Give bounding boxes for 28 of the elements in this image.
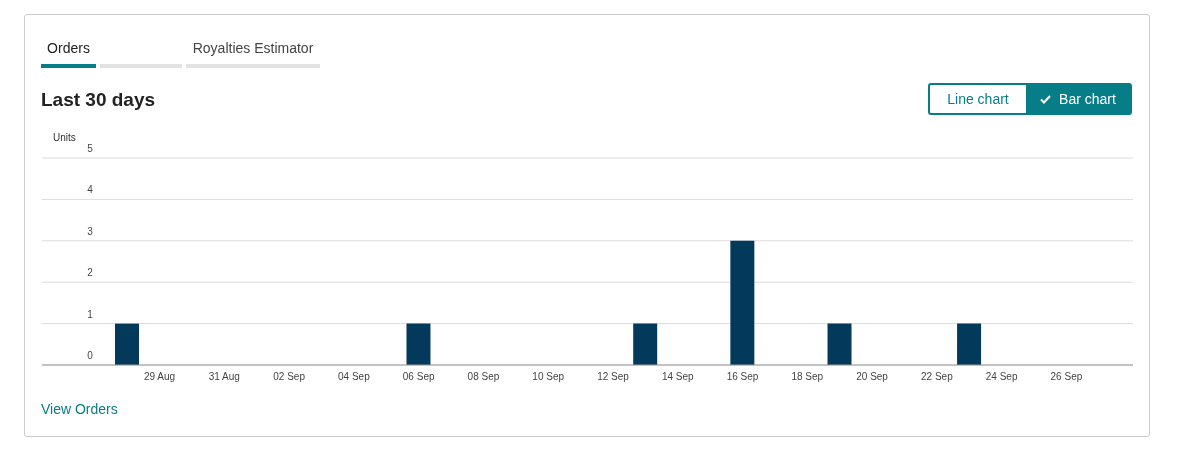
x-tick-label: 18 Sep [791,371,824,383]
x-tick-label: 06 Sep [402,371,435,383]
x-tick-label: 26 Sep [1050,371,1083,383]
x-tick-label: 29 Aug [144,371,176,383]
y-tick-label: 3 [87,225,94,237]
y-tick-label: 0 [87,350,94,361]
text: Royalties Estimator [186,40,320,68]
x-tick-label: 24 Sep [985,371,1018,383]
text: Line chart [946,90,1010,109]
y-tick-label: 1 [87,308,94,320]
x-tick-label: 08 Sep [467,371,500,383]
x-tick-label: 16 Sep [726,371,759,383]
x-tick-label: 02 Sep [273,371,306,383]
text: Orders [41,40,96,68]
y-tick-label: 2 [87,267,94,279]
y-tick-label: 5 [87,143,94,154]
x-tick-label: 12 Sep [597,371,630,383]
y-axis-title: Units [53,132,76,143]
x-tick-label: 20 Sep [856,371,889,383]
text: Bar chart [1059,91,1116,107]
x-tick-label: 31 Aug [208,371,240,383]
x-tick-label: 22 Sep [921,371,954,383]
x-tick-label: 10 Sep [532,371,565,383]
y-tick-label: 4 [87,184,94,196]
x-tick-label: 04 Sep [338,371,371,383]
chart-title: Last 30 days [41,89,156,111]
text: View Orders [41,401,118,417]
x-tick-label: 14 Sep [661,371,695,383]
